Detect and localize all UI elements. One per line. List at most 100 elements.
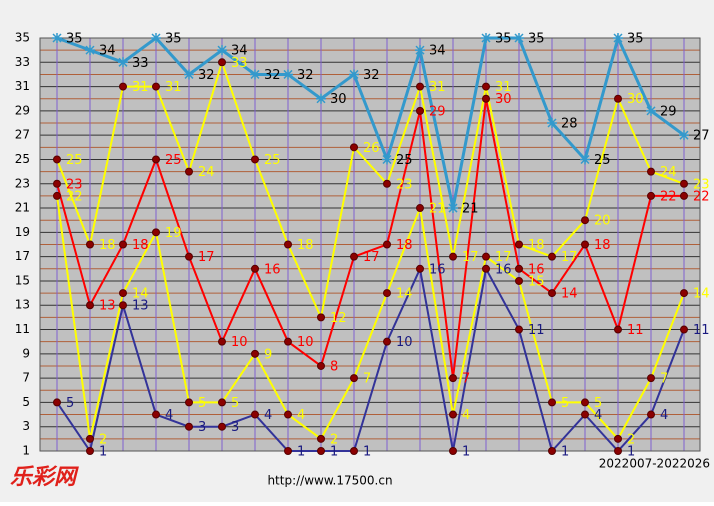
data-label: 16 xyxy=(264,262,281,277)
data-label: 4 xyxy=(594,408,602,423)
point-marker xyxy=(284,410,292,419)
point-marker xyxy=(284,337,292,346)
data-label: 20 xyxy=(594,214,611,229)
star-marker xyxy=(646,105,656,116)
data-label: 1 xyxy=(330,445,338,460)
data-label: 34 xyxy=(99,44,116,59)
data-label: 8 xyxy=(330,359,338,374)
point-marker xyxy=(548,252,556,261)
data-label: 32 xyxy=(264,68,281,83)
data-label: 11 xyxy=(528,323,545,338)
data-label: 22 xyxy=(693,189,710,204)
data-label: 3 xyxy=(231,420,239,435)
data-label: 30 xyxy=(495,92,512,107)
y-tick-label: 33 xyxy=(15,55,30,69)
y-tick-label: 5 xyxy=(22,395,30,409)
data-label: 16 xyxy=(429,262,446,277)
data-label: 3 xyxy=(198,420,206,435)
data-label: 17 xyxy=(363,250,380,265)
point-marker xyxy=(53,191,61,200)
data-label: 31 xyxy=(429,80,446,95)
data-label: 23 xyxy=(66,177,83,192)
data-label: 17 xyxy=(495,250,512,265)
data-label: 25 xyxy=(165,153,182,168)
data-label: 1 xyxy=(561,445,569,460)
data-label: 5 xyxy=(198,396,206,411)
y-tick-label: 25 xyxy=(15,152,30,166)
data-label: 7 xyxy=(462,372,470,387)
point-marker xyxy=(53,179,61,188)
point-marker xyxy=(218,422,226,431)
star-marker xyxy=(679,130,689,141)
data-label: 2 xyxy=(627,432,635,447)
star-marker xyxy=(283,69,293,80)
point-marker xyxy=(515,325,523,334)
point-marker xyxy=(680,289,688,298)
y-tick-label: 35 xyxy=(15,31,30,45)
data-label: 4 xyxy=(462,408,470,423)
data-label: 25 xyxy=(594,153,611,168)
star-marker xyxy=(118,57,128,68)
point-marker xyxy=(581,410,589,419)
point-marker xyxy=(317,447,325,455)
point-marker xyxy=(647,191,655,200)
data-label: 35 xyxy=(528,32,545,47)
point-marker xyxy=(647,374,655,383)
y-tick-label: 11 xyxy=(15,322,30,336)
data-label: 18 xyxy=(594,238,611,253)
star-marker xyxy=(382,154,392,165)
data-label: 17 xyxy=(561,250,578,265)
data-label: 35 xyxy=(495,32,512,47)
point-marker xyxy=(251,410,259,419)
data-label: 5 xyxy=(231,396,239,411)
data-label: 4 xyxy=(660,408,668,423)
point-marker xyxy=(251,349,259,358)
series-line xyxy=(56,265,685,454)
y-tick-label: 23 xyxy=(15,176,30,190)
data-label: 7 xyxy=(660,372,668,387)
star-marker xyxy=(151,33,161,43)
y-tick-label: 15 xyxy=(15,273,30,287)
data-label: 4 xyxy=(264,408,272,423)
series-line xyxy=(56,195,685,441)
data-label: 5 xyxy=(561,396,569,411)
point-marker xyxy=(449,374,457,383)
star-marker xyxy=(184,69,194,80)
point-marker xyxy=(317,361,325,370)
data-label: 14 xyxy=(693,287,710,302)
y-tick-label: 3 xyxy=(22,419,30,433)
point-marker xyxy=(647,410,655,419)
data-label: 19 xyxy=(165,226,182,241)
data-label: 11 xyxy=(693,323,710,338)
data-label: 5 xyxy=(594,396,602,411)
y-tick-label: 1 xyxy=(22,444,30,458)
data-label: 35 xyxy=(66,32,83,47)
y-tick-label: 9 xyxy=(22,346,30,360)
point-marker xyxy=(548,398,556,407)
star-marker xyxy=(580,154,590,165)
point-marker xyxy=(284,240,292,249)
point-marker xyxy=(251,155,259,164)
point-marker xyxy=(680,191,688,200)
url: http://www.17500.cn xyxy=(267,474,392,488)
data-label: 14 xyxy=(132,287,149,302)
point-marker xyxy=(482,82,490,91)
data-label: 18 xyxy=(297,238,314,253)
point-marker xyxy=(383,337,391,346)
point-marker xyxy=(152,228,160,237)
data-label: 25 xyxy=(396,153,413,168)
data-label: 24 xyxy=(198,165,215,180)
plot-border xyxy=(39,37,701,452)
series-line xyxy=(56,33,685,209)
series-line xyxy=(56,98,684,379)
data-label: 2 xyxy=(330,432,338,447)
data-label: 15 xyxy=(528,274,545,289)
data-label: 1 xyxy=(627,445,635,460)
point-marker xyxy=(53,398,61,407)
star-marker xyxy=(547,118,557,129)
point-marker xyxy=(218,58,226,67)
point-marker xyxy=(416,82,424,91)
star-marker xyxy=(52,33,62,43)
series-line xyxy=(56,59,685,321)
